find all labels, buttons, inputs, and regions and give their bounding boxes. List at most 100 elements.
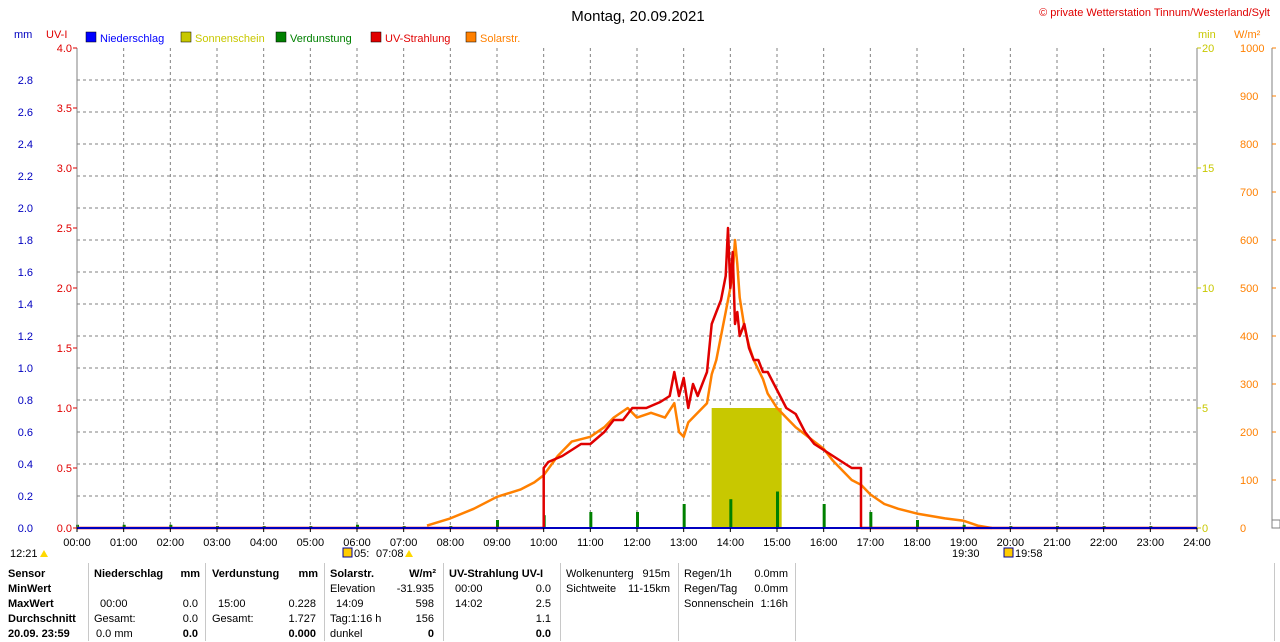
evaporation-bar [169,524,173,528]
mm-tick-label: 1.2 [18,331,33,343]
wm2-tick-label: 700 [1240,187,1258,199]
x-tick-label: 04:00 [250,537,278,549]
mm-tick-label: 2.4 [18,139,33,151]
evaporation-bar [916,520,919,528]
sun-marker-icon-left [40,550,48,557]
sun-marker-icon-mid [405,550,413,557]
data-lines [77,226,1197,530]
mm-tick-label: 2.6 [18,107,33,119]
info-sensor-column: Sensor MinWert MaxWert Durchschnitt 20.0… [8,568,76,640]
x-tick-label: 19:00 [950,537,978,549]
mm-tick-label: 1.8 [18,235,33,247]
x-tick-label: 05:00 [297,537,325,549]
x-tick-label: 18:00 [903,537,931,549]
x-tick-label: 23:00 [1137,537,1165,549]
sunshine-bar [711,408,782,528]
x-tick-label: 21:00 [1043,537,1071,549]
uvi-tick-label: 0.5 [57,463,72,475]
mm-tick-label: 0.8 [18,395,33,407]
legend-label: Niederschlag [100,33,164,45]
wm2-tick-label: 400 [1240,331,1258,343]
wm2-tick-label: 600 [1240,235,1258,247]
wm2-tick-label: 800 [1240,139,1258,151]
sunrise-icon [342,547,353,558]
wm2-tick-label: 100 [1240,475,1258,487]
evaporation-bars [76,491,1153,528]
info-clouds: Wolkenunterg 915m Sichtweite 11-15km [566,568,670,595]
sunrise-time: 07:08 [376,548,404,560]
legend-label: UV-Strahlung [385,33,450,45]
sunset-time: 19:30 [952,548,980,560]
x-tick-label: 13:00 [670,537,698,549]
x-tick-label: 16:00 [810,537,838,549]
x-tick-label: 09:00 [483,537,511,549]
wm2-tick-label: 200 [1240,427,1258,439]
axes [73,47,1276,532]
uvi-tick-label: 3.5 [57,103,72,115]
mm-tick-label: 0.0 [18,523,33,535]
info-solar: Solarstr. W/m² Elevation -31.935 14:09 598 … [330,568,436,640]
time-left-marker: 12:21 [10,548,38,560]
x-tick-label: 10:00 [530,537,558,549]
min-tick-label: 0 [1202,523,1208,535]
legend-swatch [465,31,477,43]
mm-tick-label: 1.6 [18,267,33,279]
mm-tick-label: 2.2 [18,171,33,183]
x-tick-label: 22:00 [1090,537,1118,549]
evaporation-bar [589,512,593,528]
min-tick-label: 15 [1202,163,1214,175]
x-tick-label: 14:00 [717,537,745,549]
sunshine-block [711,408,782,528]
uvi-tick-label: 1.0 [57,403,72,415]
mm-tick-label: 0.2 [18,491,33,503]
mm-tick-label: 2.8 [18,75,33,87]
legend: Niederschlag Sonnenschein Verdunstung UV-St… [85,31,520,45]
chart-title: Montag, 20.09.2021 [571,8,704,25]
mm-tick-label: 2.0 [18,203,33,215]
mm-tick-label: 1.0 [18,363,33,375]
weather-chart: 0.0 0.2 0.4 0.6 0.8 1.0 1.2 1.4 1.6 1.8 2.0 2.2 2.4 2… [10,7,1280,560]
x-tick-label: 00:00 [63,537,91,549]
evaporation-bar [822,504,826,528]
uvi-tick-label: 3.0 [57,163,72,175]
mm-tick-label: 0.6 [18,427,33,439]
uvi-tick-label: 2.5 [57,223,72,235]
x-tick-label: 20:00 [997,537,1025,549]
evaporation-bar [122,524,126,528]
legend-label: Verdunstung [290,33,352,45]
min-tick-label: 10 [1202,283,1214,295]
solar-line [426,238,992,530]
grid-lines [77,48,1197,528]
min-tick-label: 5 [1202,403,1208,415]
wm2-tick-label: 900 [1240,91,1258,103]
uvi-tick-label: 2.0 [57,283,72,295]
legend-label: Solarstr. [480,33,520,45]
evaporation-bar [356,524,359,528]
mm-tick-label: 0.4 [18,459,33,471]
x-tick-label: 12:00 [623,537,651,549]
evaporation-bar [682,504,686,528]
tick-labels: 0.0 0.2 0.4 0.6 0.8 1.0 1.2 1.4 1.6 1.8 2.0 2.2 2.4 2… [18,43,1265,549]
legend-swatch [180,31,192,43]
info-rain: Regen/1h 0.0mm Regen/Tag 0.0mm Sonnenschei… [684,568,788,610]
uvi-tick-label: 0.0 [57,523,72,535]
wm2-tick-label: 300 [1240,379,1258,391]
sunrise-label: 05: [354,548,369,560]
x-tick-label: 08:00 [437,537,465,549]
x-tick-label: 17:00 [857,537,885,549]
x-tick-label: 02:00 [157,537,185,549]
x-tick-label: 07:00 [390,537,418,549]
wm2-tick-label: 0 [1240,523,1246,535]
axis-unit-uvi: UV-I [46,29,67,41]
legend-swatch [85,31,97,43]
info-niederschlag: Niederschlag mm 00:00 0.0 Gesamt: 0.0 0.0 m… [94,568,200,640]
evaporation-bar [869,512,873,528]
evaporation-bar [776,491,779,528]
x-tick-label: 06:00 [343,537,371,549]
legend-label: Sonnenschein [195,33,265,45]
wm2-tick-label: 500 [1240,283,1258,295]
legend-swatch [370,31,382,43]
min-tick-label: 20 [1202,43,1214,55]
sunset-label: 19:58 [1015,548,1043,560]
axis-unit-min: min [1198,29,1216,41]
